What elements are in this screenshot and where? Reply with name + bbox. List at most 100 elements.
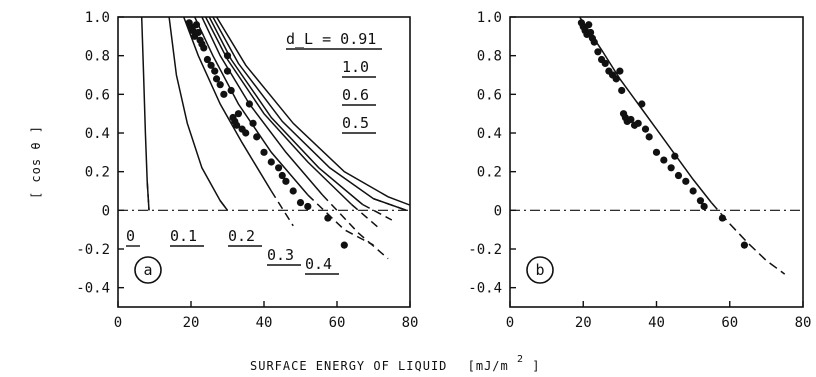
y-tick-label: 0.6 [477,87,502,103]
data-point [689,187,697,195]
data-point [189,26,197,35]
data-point [253,133,261,141]
curve-label-bottom: 0.3 [267,246,294,264]
x-tick-label: 0 [506,315,514,331]
curve-label-bottom: 0.2 [228,227,255,245]
data-point [216,81,224,89]
panel-label-circle [526,256,554,284]
data-point [674,171,683,180]
y-tick-label: 0 [102,203,110,219]
data-point [634,119,642,127]
curve-dl-0.6-extrapolated [362,203,393,221]
curve-dl-0.6 [208,17,364,206]
data-layer [140,17,410,260]
panel-label-circle [134,256,162,284]
panel-label: a [143,261,152,279]
x-tick-label: 60 [721,315,738,331]
data-point [586,28,595,37]
panel-label: b [535,261,544,279]
data-point [242,129,250,137]
data-point [638,100,646,108]
curve-label-top: 0.6 [342,86,369,104]
data-point [304,202,312,211]
curve-dl-0.3 [194,17,309,196]
plot-frame [509,16,804,308]
x-axis-label-unit: [mJ/m [468,359,509,373]
data-point [296,199,305,207]
y-tick-label: 0.8 [477,49,502,65]
y-tick-label: 0 [494,203,502,219]
y-tick-label: 0.4 [85,126,110,142]
data-point [282,177,290,185]
x-axis-label-text: SURFACE ENERGY OF LIQUID [250,359,447,373]
data-point [585,21,593,29]
data-point [641,125,650,133]
data-point [233,121,241,129]
data-point [260,148,268,156]
data-point [278,171,286,180]
panel-b: 0 20 40 60 80 1.0 0.8 0.6 0.4 0.2 0 -0.2 -0.4 b [468,10,811,331]
data-point [249,119,257,127]
data-point [223,52,232,60]
data-point [590,38,598,46]
data-point [616,67,624,75]
data-point [245,100,253,108]
data-point [700,202,708,211]
curve-dl-0 [140,17,150,211]
data-point [645,133,653,141]
curve-label-bottom: 0 [126,227,135,245]
curve-dl-0.1 [168,17,229,211]
curve-label-top: 0.5 [342,114,369,132]
data-point [192,21,201,29]
data-point [194,28,202,37]
data-point [671,152,679,160]
curve-label-bottom: 0.1 [170,227,197,245]
curve-dl-0.4-extrapolated [321,194,389,260]
y-tick-label: -0.4 [468,281,502,297]
x-axis-label: SURFACE ENERGY OF LIQUID [mJ/m 2 ] [250,351,540,373]
data-point [740,241,749,249]
y-tick-label: 0.8 [85,49,110,65]
data-point [652,148,661,156]
data-point [203,55,212,64]
curve-dl-0.2-extrapolated [270,190,294,227]
curve-dl-0.91 [215,17,410,206]
x-axis-label-unit-end: ] [532,359,540,373]
data-point [627,115,635,124]
x-tick-label: 80 [795,315,812,331]
data-point [212,75,221,83]
curve-label-bottom: 0.4 [305,255,332,273]
y-tick-label: 1.0 [477,10,502,26]
y-axis-label: [ cos θ ] [29,125,43,199]
data-point [340,241,348,249]
data-point [275,164,283,172]
y-tick-label: 0.4 [477,126,502,142]
y-tick-label: 0.2 [85,165,110,181]
data-point [618,86,626,95]
data-point [211,67,219,75]
curve-dl-0.1-extrapolated [219,200,229,211]
fit-curve [578,17,712,204]
data-layer [577,17,786,275]
data-point [223,67,232,75]
x-tick-label: 60 [329,315,346,331]
data-point [660,156,668,164]
curve-dl-0-extrapolated [146,181,150,211]
data-point [200,44,208,52]
panel-a: 0 20 40 60 80 1.0 0.8 0.6 0.4 0.2 0 -0.2 -0.4 a d_L = … [76,10,418,331]
data-point [220,90,228,98]
data-point [289,187,297,195]
y-tick-label: -0.4 [76,281,110,297]
x-tick-label: 20 [183,315,200,331]
y-tick-label: 0.6 [85,87,110,103]
y-tick-label: -0.2 [468,242,502,258]
curve-dl-1.0-extrapolated [373,197,407,212]
data-point [234,110,243,118]
data-point [718,214,727,222]
y-tick-label: 1.0 [85,10,110,26]
data-point [667,164,675,172]
curve-dl-0.5 [204,17,353,206]
fit-curve-extrapolated [710,202,786,275]
curve-label-top: 1.0 [342,58,369,76]
